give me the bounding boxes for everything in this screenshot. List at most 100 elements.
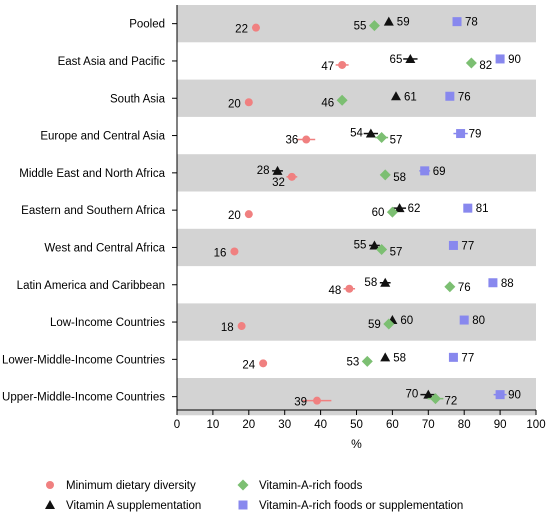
data-point: [313, 396, 322, 405]
data-label: 76: [458, 91, 471, 103]
category-label: Eastern and Southern Africa: [21, 205, 165, 217]
data-label: 47: [321, 61, 334, 73]
data-point: [345, 284, 354, 293]
x-tick-label: 10: [207, 419, 220, 431]
legend-label: Minimum dietary diversity: [66, 480, 196, 492]
data-label: 24: [242, 359, 255, 371]
data-point: [495, 54, 505, 64]
data-label: 88: [501, 278, 514, 290]
x-tick-label: 100: [526, 419, 545, 431]
series-3: 78 90 76 79 69 81 77 88 80 77 90: [419, 17, 521, 402]
data-label: 61: [404, 91, 417, 103]
data-label: 22: [235, 24, 248, 36]
data-label: 90: [508, 390, 521, 402]
data-label: 48: [329, 285, 342, 297]
data-point: [394, 203, 405, 213]
category-labels: Pooled East Asia and Pacific South Asia Eur…: [2, 19, 177, 404]
data-label: 20: [228, 210, 241, 222]
data-point: [448, 352, 458, 362]
legend-item: Vitamin-A-rich foods or supplementation: [238, 500, 463, 512]
data-label: 65: [390, 54, 403, 66]
data-point: [495, 390, 505, 400]
data-label: 59: [368, 319, 381, 331]
row-band: [177, 5, 536, 43]
row-band: [177, 154, 536, 192]
data-point: [230, 247, 239, 256]
data-point: [390, 91, 401, 101]
data-label: 59: [397, 17, 410, 29]
data-point: [368, 20, 380, 32]
row-band: [177, 303, 536, 341]
data-point: [463, 203, 473, 213]
data-point: [237, 322, 246, 331]
data-label: 55: [354, 239, 367, 251]
series-1: 59 65 61 54 28 62 55 58 60 58 70: [257, 16, 437, 401]
data-point: [456, 129, 466, 139]
data-label: 57: [390, 135, 403, 147]
legend-marker: [238, 500, 248, 510]
data-point: [338, 60, 347, 69]
data-point: [376, 132, 388, 144]
data-label: 32: [272, 177, 285, 189]
data-point: [383, 16, 394, 26]
data-label: 58: [393, 172, 406, 184]
data-point: [488, 278, 498, 288]
category-label: Latin America and Caribbean: [17, 280, 165, 292]
data-point: [244, 98, 253, 107]
legend-label: Vitamin-A-rich foods: [259, 480, 363, 492]
data-label: 28: [257, 165, 270, 177]
legend-label: Vitamin-A-rich foods or supplementation: [259, 500, 463, 512]
category-label: Upper-Middle-Income Countries: [2, 392, 165, 404]
data-label: 39: [294, 397, 307, 409]
row-band: [177, 378, 536, 416]
data-label: 20: [228, 98, 241, 110]
legend-label: Vitamin A supplementation: [66, 500, 201, 512]
row-band: [177, 79, 536, 117]
data-point: [244, 210, 253, 219]
data-label: 76: [458, 282, 471, 294]
data-point: [379, 169, 391, 181]
category-label: Low-Income Countries: [50, 317, 165, 329]
x-tick-label: 40: [314, 419, 327, 431]
data-point: [259, 359, 268, 368]
data-point: [287, 172, 296, 181]
data-point: [380, 352, 391, 362]
data-label: 57: [390, 246, 403, 258]
data-label: 60: [372, 207, 385, 219]
data-label: 77: [461, 240, 474, 252]
data-point: [272, 165, 283, 175]
x-tick-label: 30: [278, 419, 291, 431]
data-label: 79: [469, 129, 482, 141]
x-tick-label: 0: [174, 419, 180, 431]
x-tick-label: 70: [422, 419, 435, 431]
legend-item: Vitamin-A-rich foods: [237, 479, 363, 492]
data-label: 55: [354, 21, 367, 33]
row-band: [177, 228, 536, 267]
legend-item: Minimum dietary diversity: [46, 480, 196, 492]
data-point: [365, 128, 376, 138]
data-point: [405, 53, 416, 63]
category-label: Middle East and North Africa: [19, 168, 165, 180]
data-label: 72: [444, 396, 457, 408]
data-point: [459, 315, 469, 325]
data-label: 54: [350, 128, 363, 140]
data-label: 78: [465, 17, 478, 29]
data-label: 82: [479, 60, 492, 72]
x-tick-label: 60: [386, 419, 399, 431]
data-point: [452, 17, 462, 27]
data-point: [380, 277, 391, 287]
data-point: [369, 240, 380, 250]
data-point: [423, 389, 434, 399]
legend-marker: [237, 479, 249, 491]
data-label: 46: [321, 97, 334, 109]
data-point: [448, 240, 458, 250]
data-point: [251, 23, 260, 32]
x-tick-label: 50: [350, 419, 363, 431]
category-label: Lower-Middle-Income Countries: [2, 354, 165, 366]
data-label: 18: [221, 322, 234, 334]
x-axis-label: %: [351, 437, 362, 451]
category-label: South Asia: [110, 93, 166, 105]
data-point: [429, 393, 441, 405]
